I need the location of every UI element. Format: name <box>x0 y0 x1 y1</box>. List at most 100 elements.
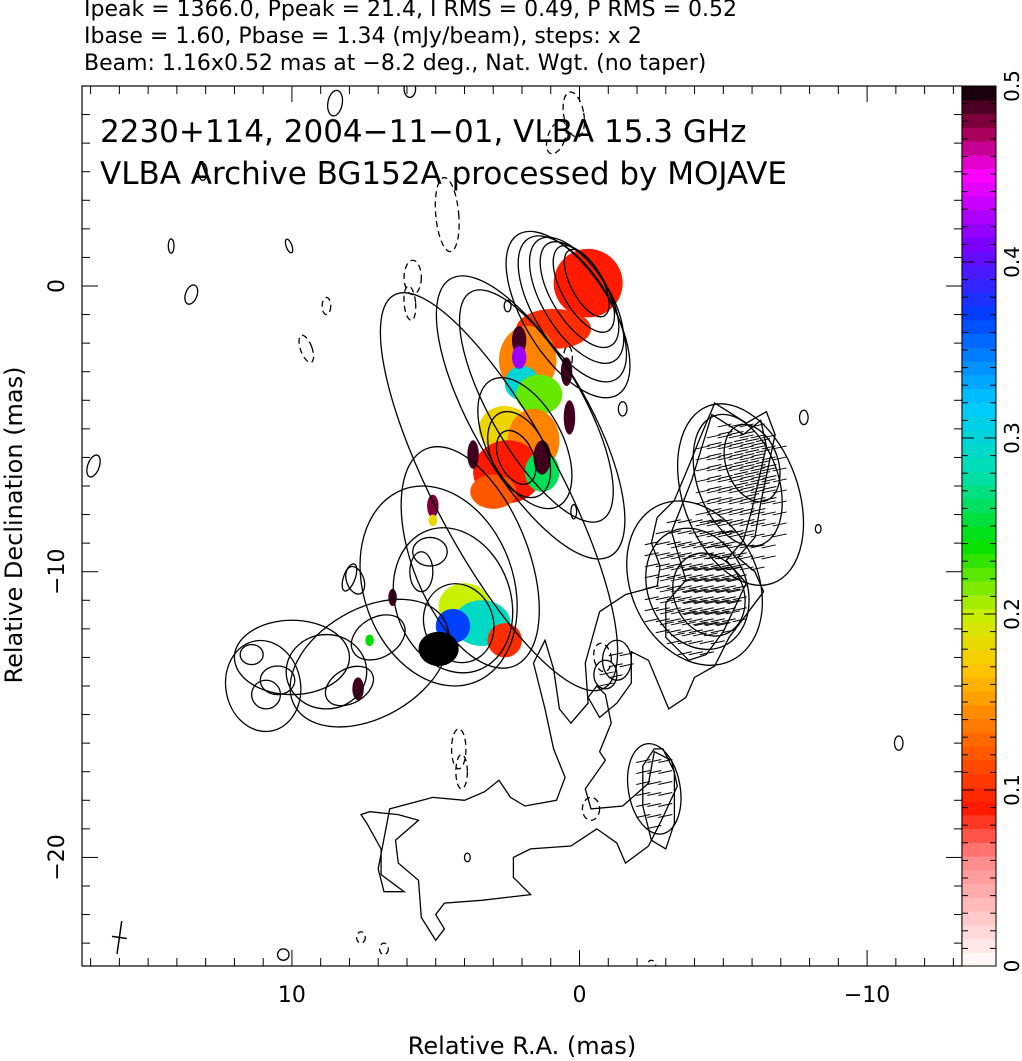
colorbar-segment <box>962 223 996 238</box>
polarization-vector <box>761 489 776 494</box>
colorbar-segment <box>962 209 996 225</box>
polarization-vector <box>695 467 710 472</box>
polarization-vector <box>688 574 703 579</box>
polarization-vector <box>739 544 754 549</box>
polarization-vector <box>707 508 722 512</box>
polarization-vector <box>683 589 698 594</box>
polarization-vector <box>636 781 651 785</box>
polarization-vector <box>599 682 614 687</box>
polarization-vector <box>710 541 725 546</box>
polarization-vector <box>772 456 787 461</box>
colorbar-segment <box>962 319 996 335</box>
polarization-vector <box>692 610 707 615</box>
colorbar-segment <box>962 512 996 527</box>
polarization-vector <box>740 519 755 523</box>
colorbar-segment <box>962 663 996 678</box>
polarization-vector <box>751 508 766 512</box>
polarization-vector <box>755 482 771 487</box>
colorbar-segment <box>962 856 996 871</box>
header-line-3: Beam: 1.16x0.52 mas at −8.2 deg., Nat. W… <box>84 51 707 76</box>
polarization-vector <box>670 588 685 593</box>
polarization-vector <box>692 577 707 582</box>
polarization-vector <box>716 578 731 583</box>
polarization-vector <box>728 467 743 472</box>
polarization-vector <box>721 530 736 535</box>
polarization-vector <box>717 533 732 538</box>
intensity-contour <box>435 275 626 560</box>
polarization-vector <box>688 563 703 568</box>
outer-intensity-contour <box>359 402 776 942</box>
polarization-vector <box>718 530 733 534</box>
polarization-vector <box>636 770 651 774</box>
polarization-vector <box>706 555 721 560</box>
polarization-vector <box>739 555 754 560</box>
polarization-vector <box>727 589 742 594</box>
colorbar-segment <box>962 264 996 280</box>
polarization-vector <box>732 607 747 612</box>
noise-contour <box>570 503 578 520</box>
colorbar-segment <box>962 911 996 926</box>
polarization-vector <box>692 566 707 571</box>
polarization-vector <box>705 622 720 627</box>
polarization-vector <box>666 618 681 623</box>
intensity-contour <box>552 244 616 333</box>
polarization-vector <box>688 651 703 656</box>
polarization-vector <box>761 434 776 439</box>
polarization-vector <box>717 456 732 461</box>
polarization-vector <box>619 652 634 657</box>
polarization-vector <box>729 519 744 523</box>
polarization-vector <box>739 522 754 527</box>
polarization-vector <box>608 674 623 679</box>
polarization-vector <box>681 588 696 593</box>
polarization-vector <box>739 478 754 483</box>
polarization-vector <box>706 533 721 538</box>
polarization-vector <box>666 563 681 568</box>
polarization-vector <box>733 482 749 487</box>
polarization-vector <box>688 640 703 645</box>
negative-contour <box>581 796 601 821</box>
polarization-vector <box>728 533 743 538</box>
negative-contour <box>450 728 467 770</box>
pol-fraction-patch <box>467 440 479 469</box>
polarization-vector <box>681 577 696 582</box>
polarization-vector <box>729 442 744 446</box>
negative-contour <box>593 642 613 673</box>
colorbar-segment <box>962 567 996 582</box>
polarization-vector <box>761 533 776 538</box>
colorbar-segment <box>962 429 996 445</box>
polarization-vector <box>688 552 703 557</box>
polarization-vector <box>683 567 698 572</box>
colorbar-segment <box>962 127 996 142</box>
polarization-vector <box>647 770 662 774</box>
polarization-vector <box>718 497 733 501</box>
pol-fraction-patch <box>553 248 623 318</box>
polarization-vector <box>699 596 714 601</box>
polarization-vector <box>644 607 659 612</box>
polarization-vector <box>710 640 725 645</box>
polarization-vector <box>761 511 776 516</box>
noise-contour <box>893 735 904 751</box>
polarization-vector <box>683 600 698 605</box>
polarization-vector <box>725 588 740 593</box>
polarization-vector <box>718 431 733 435</box>
intensity-contour <box>224 639 302 733</box>
polarization-vector <box>739 456 754 461</box>
colorbar-segment <box>962 361 996 376</box>
colorbar-segment <box>962 471 996 486</box>
polarization-vector <box>677 596 692 601</box>
polarization-vector <box>694 600 709 605</box>
polarization-vector <box>733 460 749 465</box>
polarization-vector <box>710 629 725 634</box>
intensity-contour <box>392 527 514 674</box>
noise-contour <box>341 563 358 592</box>
polarization-vector <box>772 500 787 505</box>
intensity-contour <box>259 665 296 696</box>
polarization-vector <box>718 486 733 490</box>
intensity-contour <box>345 565 366 595</box>
polarization-vector <box>694 578 709 583</box>
intensity-contour <box>517 235 628 383</box>
noise-contour <box>403 86 417 99</box>
polarization-vector <box>644 563 659 568</box>
polarization-vector <box>716 567 731 572</box>
pol-fraction-patch <box>516 374 563 415</box>
